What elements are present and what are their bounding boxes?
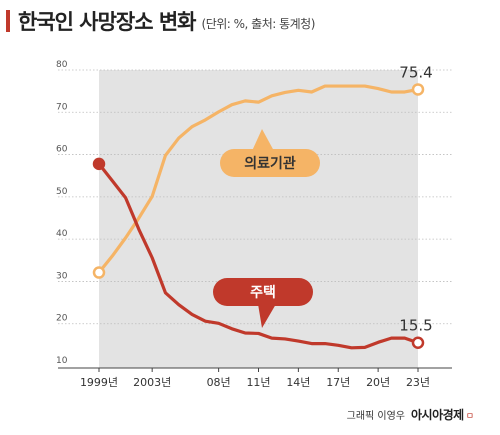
plot-shade — [99, 70, 418, 368]
y-tick-label: 10 — [56, 356, 68, 366]
credit: 그래픽 이영우 아시아경제 ㅁ — [347, 406, 474, 423]
series-end-value-label: 75.4 — [399, 63, 432, 81]
y-tick-label: 30 — [56, 271, 68, 281]
y-tick-label: 60 — [56, 145, 68, 155]
series-end-value-label: 15.5 — [399, 317, 432, 335]
credit-brand-mark: ㅁ — [465, 412, 474, 422]
x-tick-label: 11년 — [246, 376, 270, 389]
series-start-point — [92, 157, 106, 171]
callout-badge — [213, 278, 313, 306]
title-accent-bar — [6, 10, 10, 32]
series-line-medical — [97, 84, 420, 275]
credit-text: 그래픽 이영우 — [346, 411, 406, 422]
x-tick-label: 23년 — [406, 376, 430, 389]
x-tick-label: 1999년 — [80, 376, 118, 389]
y-tick-label: 50 — [56, 187, 68, 197]
callout-badge — [220, 149, 320, 177]
x-tick-label: 2003년 — [133, 376, 171, 389]
y-tick-label: 80 — [56, 60, 68, 70]
series-end-point — [411, 336, 425, 349]
callout-pointer — [252, 129, 274, 151]
y-tick-label: 70 — [56, 102, 68, 112]
y-tick-label: 20 — [56, 314, 68, 324]
series-start-point — [92, 266, 106, 279]
x-tick-label: 17년 — [326, 376, 350, 389]
x-tick-label: 20년 — [366, 376, 390, 389]
callout-label: 의료기관 — [244, 155, 296, 172]
callout-label: 주택 — [250, 284, 276, 301]
chart-title: 한국인 사망장소 변화 — [18, 10, 197, 34]
credit-brand: 아시아경제 — [411, 408, 464, 422]
title-row: 한국인 사망장소 변화 (단위: %, 출처: 통계청) — [6, 6, 315, 36]
x-tick-label: 08년 — [207, 376, 231, 389]
series-line-home — [97, 162, 420, 350]
y-tick-label: 40 — [56, 229, 68, 239]
chart-subtitle: (단위: %, 출처: 통계청) — [201, 16, 316, 31]
callout-pointer — [258, 304, 276, 328]
x-tick-label: 14년 — [286, 376, 310, 389]
series-end-point — [411, 83, 425, 96]
